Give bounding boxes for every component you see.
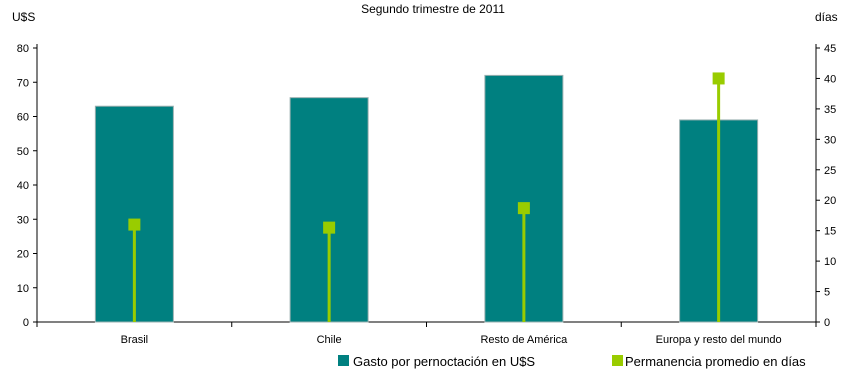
right-axis-tick-label: 30 [824,134,836,146]
right-axis-tick-label: 35 [824,104,836,116]
right-axis-tick-label: 45 [824,43,836,55]
left-axis-tick-label: 50 [17,146,29,158]
x-axis-category-label: Resto de América [480,334,568,346]
left-axis-tick-label: 60 [17,112,29,124]
legend-swatch-bar [338,355,349,366]
x-axis-category-label: Brasil [121,334,149,346]
left-axis-tick-label: 0 [23,317,29,329]
stem-marker [323,221,336,234]
stem-marker [517,202,530,215]
stem-marker [128,218,141,231]
right-axis-tick-label: 15 [824,226,836,238]
left-axis-tick-label: 10 [17,283,29,295]
right-axis-tick-label: 0 [824,317,830,329]
right-axis-tick-label: 40 [824,73,836,85]
left-axis-unit: U$S [12,10,35,24]
right-axis-tick-label: 20 [824,195,836,207]
right-axis-unit: días [815,10,838,24]
bar-series [94,74,759,323]
x-axis-category-label: Europa y resto del mundo [656,334,782,346]
left-axis-tick-label: 80 [17,43,29,55]
right-axis-tick-label: 25 [824,165,836,177]
right-axis-tick-label: 10 [824,256,836,268]
left-axis-tick-label: 20 [17,249,29,261]
left-axis-tick-label: 30 [17,214,29,226]
chart-title: Segundo trimestre de 2011 [361,2,505,16]
left-axis-tick-label: 70 [17,77,29,89]
legend-label-bar: Gasto por pernoctación en U$S [353,354,535,369]
x-axis-category-label: Chile [317,334,342,346]
stem-marker [712,72,725,85]
legend: Gasto por pernoctación en U$S Permanencia… [338,354,806,369]
left-axis-tick-label: 40 [17,180,29,192]
legend-label-stem: Permanencia promedio en días [625,354,806,369]
right-axis-tick-label: 5 [824,287,830,299]
legend-swatch-stem [612,355,623,366]
stem-series [128,72,725,322]
